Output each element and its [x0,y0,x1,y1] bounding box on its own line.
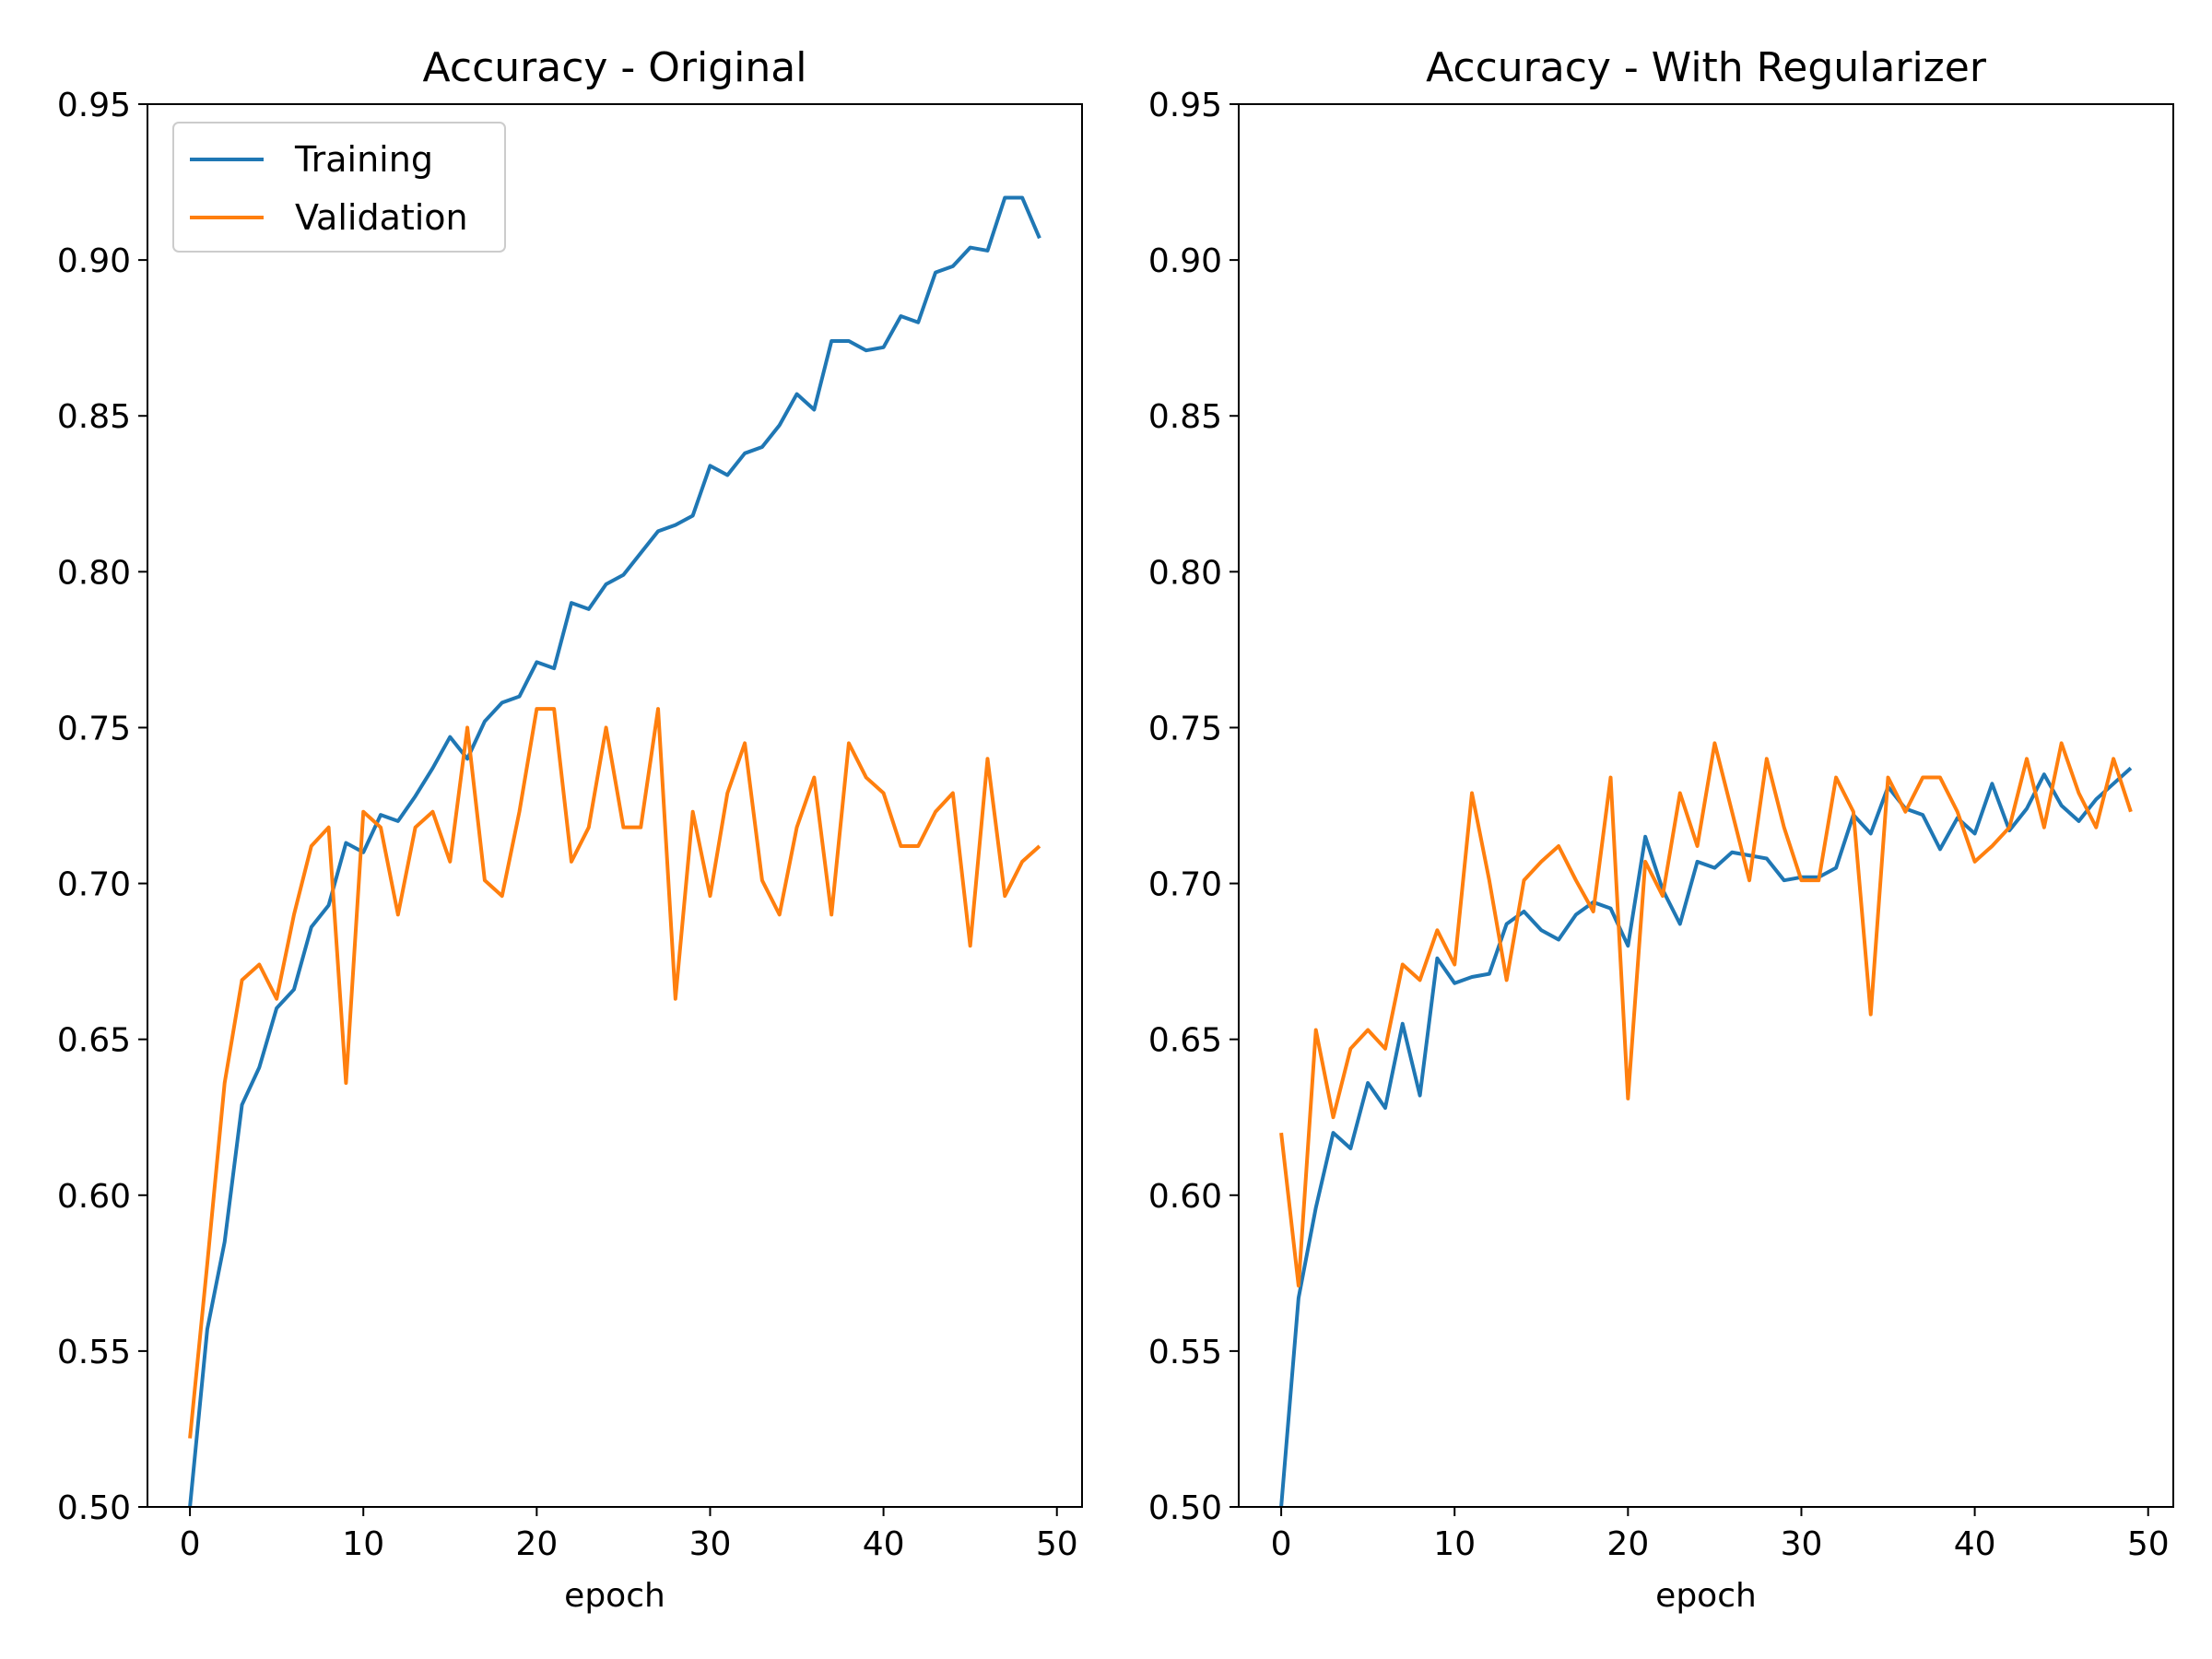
x-tick-label: 30 [689,1525,732,1563]
series-line-validation [1279,741,2133,1288]
series-line-training [1279,766,2133,1507]
x-tick-label: 50 [1036,1525,1078,1563]
series-line-validation [188,707,1041,1439]
y-tick-label: 0.80 [1148,554,1222,592]
y-tick-label: 0.75 [57,710,131,747]
chart-title: Accuracy - With Regularizer [1426,44,1987,91]
y-tick-label: 0.95 [1148,87,1222,124]
y-tick-label: 0.55 [57,1334,131,1371]
y-tick-label: 0.85 [57,398,131,436]
x-tick-label: 0 [1271,1525,1292,1563]
y-tick-label: 0.70 [1148,866,1222,904]
y-tick-label: 0.55 [1148,1334,1222,1371]
x-axis-label: epoch [564,1577,665,1615]
y-tick-label: 0.70 [57,866,131,904]
legend-label-training: Training [294,139,433,180]
x-tick-label: 30 [1781,1525,1823,1563]
chart-panel-original: 0.50 0.55 0.60 0.65 0.70 0.75 0.80 0.85 0.90 0.95… [57,44,1083,1615]
y-tick-label: 0.65 [1148,1022,1222,1060]
x-tick-label: 20 [1606,1525,1649,1563]
y-tick-label: 0.90 [57,242,131,280]
x-tick-label: 0 [180,1525,201,1563]
y-tick-label: 0.50 [1148,1489,1222,1527]
plot-frame [1238,103,2174,1508]
x-tick-label: 10 [342,1525,384,1563]
x-axis-label: epoch [1655,1577,1757,1615]
x-tick-label: 20 [515,1525,558,1563]
y-tick-label: 0.75 [1148,710,1222,747]
x-tick-label: 40 [1954,1525,1996,1563]
y-tick-label: 0.85 [1148,398,1222,436]
y-tick-label: 0.65 [57,1022,131,1060]
legend-label-validation: Validation [295,197,468,238]
y-tick-label: 0.90 [1148,242,1222,280]
y-tick-label: 0.60 [1148,1178,1222,1216]
y-tick-label: 0.80 [57,554,131,592]
y-tick-label: 0.95 [57,87,131,124]
x-tick-label: 50 [2127,1525,2170,1563]
plot-frame [147,103,1083,1508]
y-tick-label: 0.50 [57,1489,131,1527]
chart-title: Accuracy - Original [423,44,807,91]
x-tick-label: 10 [1433,1525,1476,1563]
x-tick-label: 40 [863,1525,905,1563]
y-tick-label: 0.60 [57,1178,131,1216]
chart-panel-regularizer: 0.50 0.55 0.60 0.65 0.70 0.75 0.80 0.85 0.90 0.95… [1148,44,2174,1615]
